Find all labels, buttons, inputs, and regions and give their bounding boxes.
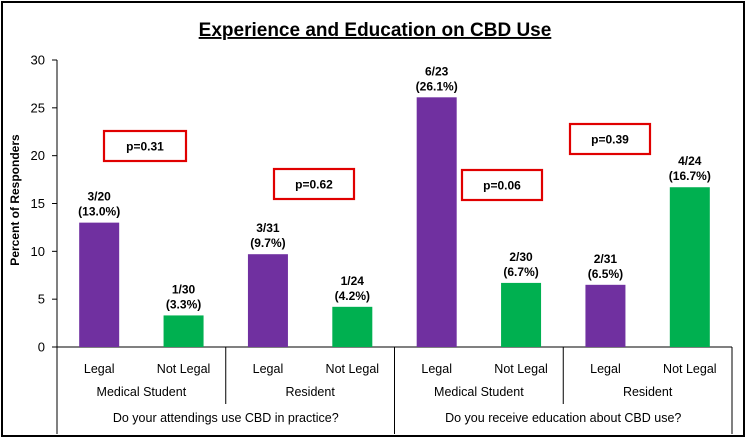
bar-not-legal xyxy=(332,306,373,347)
data-label-percent: (3.3%) xyxy=(166,297,201,311)
data-label-percent: (6.7%) xyxy=(503,265,538,279)
p-value-label: p=0.31 xyxy=(126,140,164,154)
data-label-count: 1/24 xyxy=(341,274,365,288)
question-label: Do your attendings use CBD in practice? xyxy=(113,411,339,425)
chart-frame xyxy=(1,1,745,437)
category-label: Not Legal xyxy=(326,362,380,376)
p-value-box xyxy=(568,122,652,156)
p-value-box xyxy=(102,129,188,163)
labels: Do your attendings use CBD in practice? M… xyxy=(78,64,716,425)
y-tick-label: 10 xyxy=(31,244,45,259)
bar-not-legal xyxy=(501,282,542,347)
category-label: Legal xyxy=(253,362,284,376)
data-label-count: 3/31 xyxy=(256,221,280,235)
category-label: Not Legal xyxy=(494,362,548,376)
bar-not-legal xyxy=(669,187,710,347)
data-label-percent: (6.5%) xyxy=(588,267,623,281)
bar-legal xyxy=(416,97,457,347)
data-label-count: 1/30 xyxy=(172,282,196,296)
axes: 0 5 10 15 20 25 30 xyxy=(31,53,733,434)
p-value-label: p=0.06 xyxy=(483,179,521,193)
chart-title: Experience and Education on CBD Use xyxy=(199,20,552,41)
data-label-percent: (9.7%) xyxy=(250,236,285,250)
category-label: Not Legal xyxy=(157,362,211,376)
category-label: Legal xyxy=(84,362,115,376)
data-label-count: 2/31 xyxy=(594,252,618,266)
y-tick-label: 0 xyxy=(38,340,45,355)
bars xyxy=(79,97,710,347)
group-label: Medical Student xyxy=(434,385,524,399)
bar-legal xyxy=(247,254,288,347)
data-label-count: 4/24 xyxy=(678,154,702,168)
group-label: Resident xyxy=(285,385,335,399)
bar-not-legal xyxy=(163,315,204,347)
p-value-label: p=0.62 xyxy=(295,178,333,192)
bar-legal xyxy=(585,284,626,347)
data-label-count: 2/30 xyxy=(509,250,533,264)
y-tick-label: 15 xyxy=(31,196,45,211)
category-label: Not Legal xyxy=(663,362,717,376)
y-axis-label: Percent of Responders xyxy=(8,134,22,266)
p-value-box xyxy=(272,167,356,201)
p-value-label: p=0.39 xyxy=(591,133,629,147)
category-label: Legal xyxy=(590,362,621,376)
bar-legal xyxy=(79,222,120,347)
group-label: Resident xyxy=(623,385,673,399)
p-value-box xyxy=(460,168,544,202)
data-label-percent: (26.1%) xyxy=(416,79,458,93)
group-label: Medical Student xyxy=(97,385,187,399)
data-label-count: 3/20 xyxy=(88,190,112,204)
data-label-percent: (4.2%) xyxy=(335,289,370,303)
data-label-percent: (16.7%) xyxy=(669,169,711,183)
data-label-count: 6/23 xyxy=(425,64,449,78)
y-tick-label: 5 xyxy=(38,292,45,307)
data-label-percent: (13.0%) xyxy=(78,205,120,219)
y-tick-label: 25 xyxy=(31,100,45,115)
category-label: Legal xyxy=(421,362,452,376)
question-label: Do you receive education about CBD use? xyxy=(445,411,681,425)
y-tick-label: 30 xyxy=(31,53,45,68)
y-tick-label: 20 xyxy=(31,148,45,163)
